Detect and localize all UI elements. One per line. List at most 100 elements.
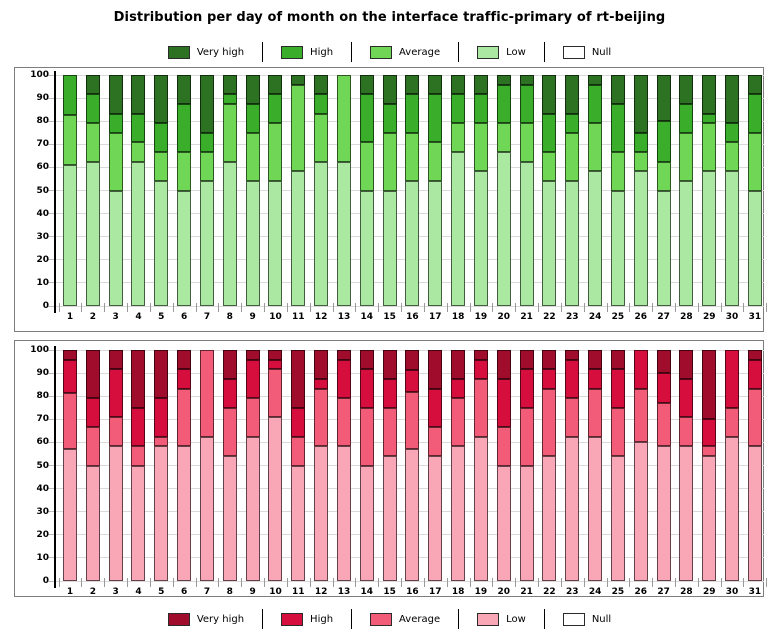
very_high-segment-day-6 [177,75,192,104]
high-segment-day-6 [177,103,192,152]
bar-day-30 [725,75,740,306]
x-tick [720,303,722,312]
very_high-segment-day-25 [610,75,625,104]
y-axis-label-80: 80 [36,391,49,402]
average-segment-day-3 [108,417,123,447]
low-segment-day-16 [405,180,420,306]
low-segment-day-4 [131,161,146,306]
y-axis-label-40: 40 [36,208,49,219]
bar-day-10 [268,75,283,306]
low-segment-day-31 [747,446,762,581]
y-axis-label-20: 20 [36,254,49,265]
high-segment-day-30 [725,123,740,143]
very_high-segment-day-2 [85,350,100,399]
high-segment-day-2 [85,94,100,124]
bar-day-2 [85,75,100,306]
x-axis-label-20: 20 [497,312,511,322]
high-segment-day-5 [154,398,169,437]
low-segment-day-9 [245,180,260,306]
very_high-segment-day-21 [519,75,534,85]
high-segment-day-23 [565,359,580,399]
very_high-segment-day-10 [268,350,283,360]
bar-day-6 [177,75,192,306]
x-tick [355,303,357,312]
x-axis-label-9: 9 [249,312,256,322]
x-axis-label-29: 29 [702,587,716,597]
x-tick [309,303,311,312]
low-segment-day-8 [222,455,237,581]
very_high-segment-day-11 [291,75,306,85]
x-tick [264,303,266,312]
y-axis-line [54,71,56,313]
average-segment-day-31 [747,388,762,447]
very_high-segment-day-9 [245,350,260,360]
x-axis-label-20: 20 [497,587,511,597]
legend-label-very_high: Very high [196,46,245,58]
bar-day-29 [702,75,717,306]
legend-label-average: Average [399,46,441,58]
x-tick [355,578,357,587]
low-segment-day-21 [519,465,534,581]
y-axis-label-30: 30 [36,506,49,517]
legend-label-average: Average [399,613,441,625]
very_high-segment-day-19 [473,350,488,360]
high-segment-day-22 [542,113,557,152]
y-tick-30 [48,511,55,513]
very_high-segment-day-15 [382,350,397,379]
x-tick [127,303,129,312]
very_high-segment-day-31 [747,75,762,95]
average-segment-day-20 [496,426,511,466]
low-segment-day-5 [154,446,169,581]
low-segment-day-18 [451,151,466,306]
y-tick-20 [48,534,55,536]
average-segment-day-8 [222,407,237,456]
bar-day-12 [314,350,329,581]
y-tick-20 [48,259,55,261]
low-segment-day-17 [428,180,443,306]
bar-day-19 [473,350,488,581]
y-tick-80 [48,120,55,122]
legend-entry-high: High [281,45,333,59]
high-segment-day-29 [702,419,717,447]
x-axis-label-22: 22 [543,587,556,597]
average-segment-day-10 [268,369,283,418]
average-segment-day-17 [428,426,443,456]
x-tick [195,578,197,587]
average-segment-day-17 [428,142,443,181]
bar-day-11 [291,350,306,581]
x-tick [264,578,266,587]
average-segment-day-9 [245,132,260,181]
legend-label-very_high: Very high [196,613,245,625]
average-segment-day-13 [336,75,351,162]
high-segment-day-17 [428,94,443,143]
high-segment-day-25 [610,103,625,152]
average-segment-day-25 [610,407,625,456]
x-tick [104,578,106,587]
x-axis-label-6: 6 [181,312,188,322]
very_high-segment-day-29 [702,75,717,114]
high-segment-day-28 [679,103,694,133]
high-segment-day-1 [63,75,77,116]
x-tick [538,303,539,312]
bar-day-18 [451,350,466,581]
x-axis-label-19: 19 [474,312,488,322]
low-segment-day-28 [679,446,694,581]
low-segment-day-10 [268,180,283,306]
average-segment-day-14 [359,407,374,466]
very_high-swatch-icon [167,45,190,59]
high-segment-day-10 [268,359,283,370]
average-segment-day-18 [451,123,466,152]
x-axis-label-28: 28 [680,312,693,322]
x-axis-label-2: 2 [89,312,96,322]
x-tick [560,578,562,587]
y-axis-label-90: 90 [36,93,49,104]
legend-entry-low: Low [477,45,526,59]
average-segment-day-9 [245,398,260,437]
high-segment-day-30 [725,350,740,408]
bar-day-9 [245,75,260,306]
x-axis-label-22: 22 [543,312,556,322]
x-tick [515,578,517,587]
legend-red: Very high High Average Low Null [0,607,779,631]
very_high-segment-day-4 [131,75,146,114]
x-axis-label-13: 13 [337,312,351,322]
